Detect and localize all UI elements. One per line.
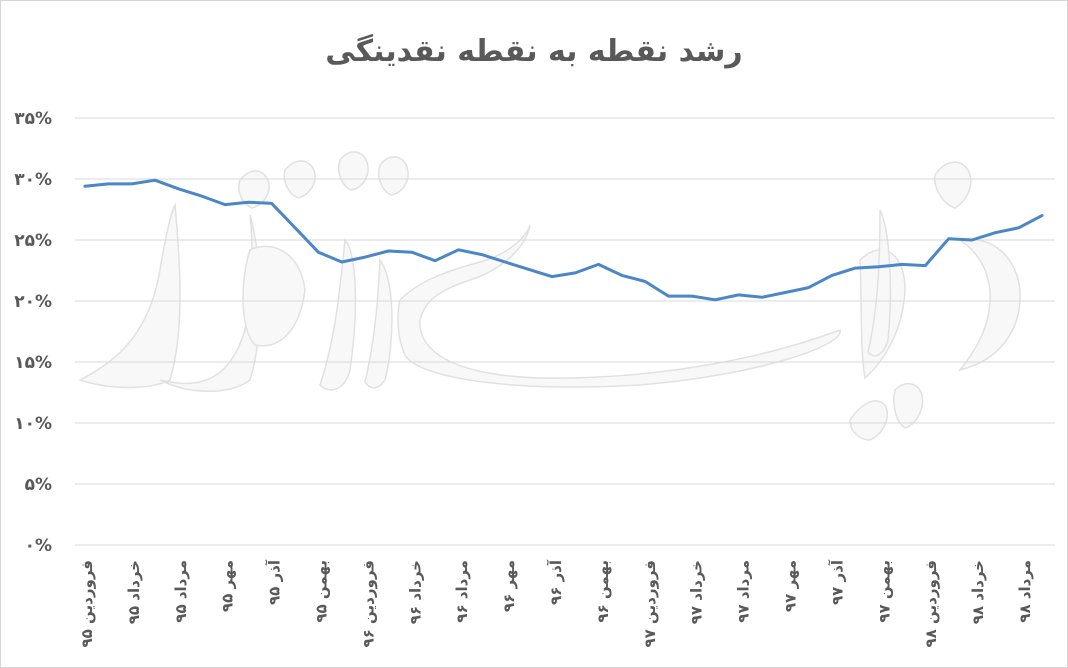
series-layer (83, 178, 1044, 302)
x-tick-label: آذر ۹۷ (828, 559, 846, 605)
x-axis-ticks: فروردین ۹۵ خرداد ۹۵ مرداد ۹۵ مهر ۹۵ آذر ۹۵ به… (78, 559, 1034, 647)
x-tick-label: بهمن ۹۵ (313, 560, 331, 623)
x-tick-label: بهمن ۹۶ (594, 560, 612, 623)
x-tick-label: خرداد ۹۶ (406, 560, 424, 624)
y-axis-ticks: ۰% ۵% ۱۰% ۱۵% ۲۰% ۲۵% ۳۰% ۳۵% (14, 109, 52, 556)
series-line (83, 178, 1044, 302)
x-tick-label: آذر ۹۶ (547, 559, 565, 605)
chart-title: رشد نقطه به نقطه نقدینگی (325, 34, 743, 69)
x-tick-label: بهمن ۹۷ (875, 560, 893, 623)
x-tick-label: مهر ۹۷ (782, 560, 800, 612)
gridlines (75, 117, 1055, 546)
x-tick-label: فروردین ۹۸ (922, 560, 940, 647)
y-tick-label: ۳۰% (14, 170, 52, 190)
y-tick-label: ۲۰% (14, 292, 52, 312)
watermark-logo (78, 151, 1021, 441)
x-tick-label: فروردین ۹۷ (641, 560, 659, 647)
x-tick-label: مرداد ۹۵ (172, 560, 190, 623)
y-tick-label: ۱۵% (14, 353, 52, 373)
x-tick-label: مهر ۹۶ (500, 560, 518, 612)
x-tick-label: آذر ۹۵ (266, 559, 284, 605)
y-tick-label: ۱۰% (14, 414, 52, 434)
x-tick-label: خرداد ۹۸ (969, 560, 987, 624)
x-tick-label: فروردین ۹۵ (78, 560, 96, 647)
x-tick-label: خرداد ۹۵ (125, 560, 143, 624)
x-tick-label: فروردین ۹۶ (359, 560, 377, 647)
y-tick-label: ۲۵% (14, 231, 52, 251)
x-tick-label: مرداد ۹۸ (1016, 560, 1034, 623)
x-tick-label: مرداد ۹۷ (735, 560, 753, 623)
x-tick-label: خرداد ۹۷ (688, 560, 706, 624)
y-tick-label: ۰% (25, 536, 52, 556)
y-tick-label: ۵% (25, 475, 52, 495)
x-tick-label: مرداد ۹۶ (453, 560, 471, 623)
x-tick-label: مهر ۹۵ (219, 560, 237, 612)
y-tick-label: ۳۵% (14, 109, 52, 129)
